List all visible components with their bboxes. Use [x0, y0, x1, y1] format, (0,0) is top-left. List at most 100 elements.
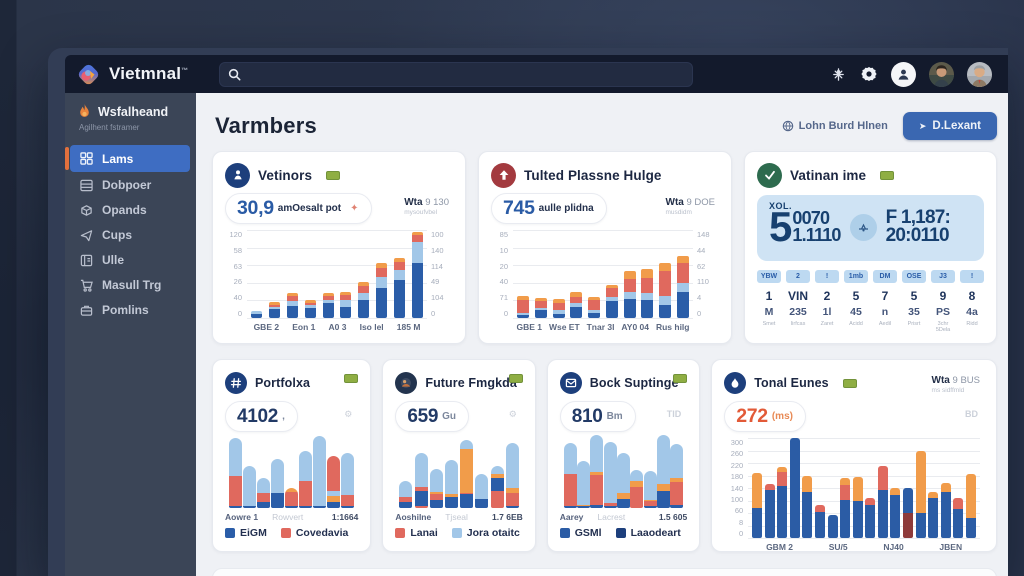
big-digit: 5 [769, 203, 792, 251]
x-axis-left-label: Aarey [559, 512, 584, 522]
legend-color-swatch [280, 528, 291, 538]
bar-segment [358, 281, 370, 287]
table-column-chip[interactable]: J3 [931, 270, 955, 283]
table-cell: PS [935, 306, 950, 318]
bar-segment [764, 490, 775, 538]
sidebar-item-cups[interactable]: Cups [70, 223, 190, 247]
table-column-chip[interactable]: ! [815, 270, 839, 283]
bar-segment [394, 261, 405, 270]
vetinors-chart: 120 58 63 26 40 0 GBE 2 Eon 1 A0 3 Iso lel 185 M 10… [225, 230, 453, 332]
bar-segment [563, 443, 577, 474]
chart-bar [341, 452, 355, 508]
sidebar-item-masulltrg[interactable]: Masull Trg [70, 273, 190, 297]
chart-bar [670, 444, 684, 508]
shortcut-icon[interactable] [829, 65, 847, 83]
primary-action-button[interactable]: ➤ D.Lexant [902, 112, 997, 140]
gear-icon[interactable] [860, 65, 878, 83]
status-badge [326, 170, 341, 180]
mini-stat-subtext: ms sidffmld [931, 387, 965, 395]
future-x-labels: Aoshilne Tjseal 1.7 6EB [395, 512, 522, 522]
table-cell: 45 [850, 306, 862, 318]
x-axis-mid-label: Lacrest [597, 512, 626, 522]
bar-segment [603, 502, 617, 506]
x-axis-mid-label: Rowvert [272, 512, 304, 522]
plassne-chart: 85 10 20 40 71 0 GBE 1 Wse ET Tnar 3l AY0 04 Rus h… [491, 230, 719, 332]
bar-segment [588, 312, 601, 318]
card-future: Future Fmgkda 659 Gu ⚙ Aoshilne Tjseal 1.7… [382, 359, 536, 552]
bar-segment [505, 492, 519, 507]
bar-segment [902, 513, 913, 538]
chart-bar [394, 258, 405, 318]
sidebar-item-lams[interactable]: Lams [65, 145, 190, 172]
table-column-chip[interactable]: ! [960, 270, 984, 283]
future-value-pill[interactable]: 659 Gu [395, 401, 470, 432]
y-tick-label: 104 [431, 293, 444, 303]
sidebar-item-ulle[interactable]: Ulle [70, 248, 190, 272]
gridline [513, 300, 693, 302]
header-link[interactable]: Lohn Burd Hlnen [782, 120, 888, 132]
sidebar-item-opands[interactable]: Opands [70, 198, 190, 222]
workspace-header[interactable]: Wsfalheand Agilhent fstramer [65, 93, 196, 132]
bar-segment [676, 263, 689, 283]
legend-color-swatch [451, 528, 462, 538]
user-circle-button[interactable] [891, 61, 916, 87]
cart-icon [80, 279, 93, 292]
bar-segment [534, 308, 547, 311]
avatar-2[interactable] [967, 61, 992, 87]
primary-action-label: D.Lexant [932, 120, 981, 132]
table-column-chip[interactable]: 2 [786, 270, 810, 283]
portfolxa-legend: EiGM Covedavia [225, 527, 358, 539]
bar-segment [358, 286, 370, 294]
chart-bar [257, 477, 271, 508]
chart-bar [271, 458, 285, 508]
vetinors-value-pill[interactable]: 30,9 amOesalt pot ✦ [225, 193, 372, 224]
bar-segment [341, 505, 355, 508]
tonal-icon [724, 372, 747, 394]
bar-segment [840, 500, 851, 538]
bar-segment [777, 472, 788, 486]
table-cell: M [764, 306, 774, 318]
search-input[interactable] [219, 61, 693, 87]
bock-value-pill[interactable]: 810 Bm [559, 401, 636, 432]
bar-segment [411, 242, 423, 264]
gridline [247, 247, 427, 249]
app-logo[interactable]: Vietmnal™ [65, 62, 196, 87]
gridline [748, 500, 980, 502]
avatar-1[interactable] [929, 61, 954, 87]
table-column-chip[interactable]: 1mb [844, 270, 868, 283]
bar-segment [623, 279, 636, 293]
table-cell: Ridd [966, 321, 978, 327]
sidebar-item-pomlins[interactable]: Pomlins [70, 298, 190, 322]
card-title: Vetinors [258, 167, 313, 183]
y-tick-label: 260 [730, 449, 744, 459]
vetinors-icon [225, 162, 250, 188]
vetinors-mini-stat: Wta 9 130 mysoufvbel [404, 193, 453, 216]
topbar-actions [829, 61, 1008, 87]
sidebar-item-dobpoer[interactable]: Dobpoer [70, 173, 190, 197]
logo-icon [78, 64, 99, 84]
bar-segment [577, 506, 591, 508]
bar-segment [605, 296, 618, 302]
table-column-chip[interactable]: OSE [902, 270, 926, 283]
chart-bar [865, 498, 876, 538]
tonal-unit: (ms) [771, 411, 793, 422]
bar-segment [322, 293, 334, 297]
portfolxa-value-pill[interactable]: 4102 , [225, 401, 298, 432]
layout-icon [80, 179, 93, 191]
panel-label: XOL. [769, 201, 793, 211]
bock-chart [560, 432, 687, 508]
plassne-value-pill[interactable]: 745 aulle plidna [491, 193, 607, 224]
chart-bar [299, 451, 313, 508]
table-column-chip[interactable]: DM [873, 270, 897, 283]
main-content: Varmbers Lohn Burd Hlnen ➤ D.Lexant [196, 93, 1008, 576]
chart-bar [243, 466, 257, 508]
table-column-chip[interactable]: YBW [757, 270, 781, 283]
globe-icon [782, 120, 793, 132]
chart-bar [623, 270, 636, 318]
tonal-value-pill[interactable]: 272 (ms) [724, 401, 806, 432]
bar-segment [313, 505, 327, 508]
chart-bar [789, 438, 800, 538]
time-circle-icon[interactable] [849, 213, 877, 241]
y-tick-label: 300 [730, 438, 744, 447]
card-bock: Bock Suptinge 810 Bm TID Aarey Lacrest 1.5… [546, 359, 701, 552]
